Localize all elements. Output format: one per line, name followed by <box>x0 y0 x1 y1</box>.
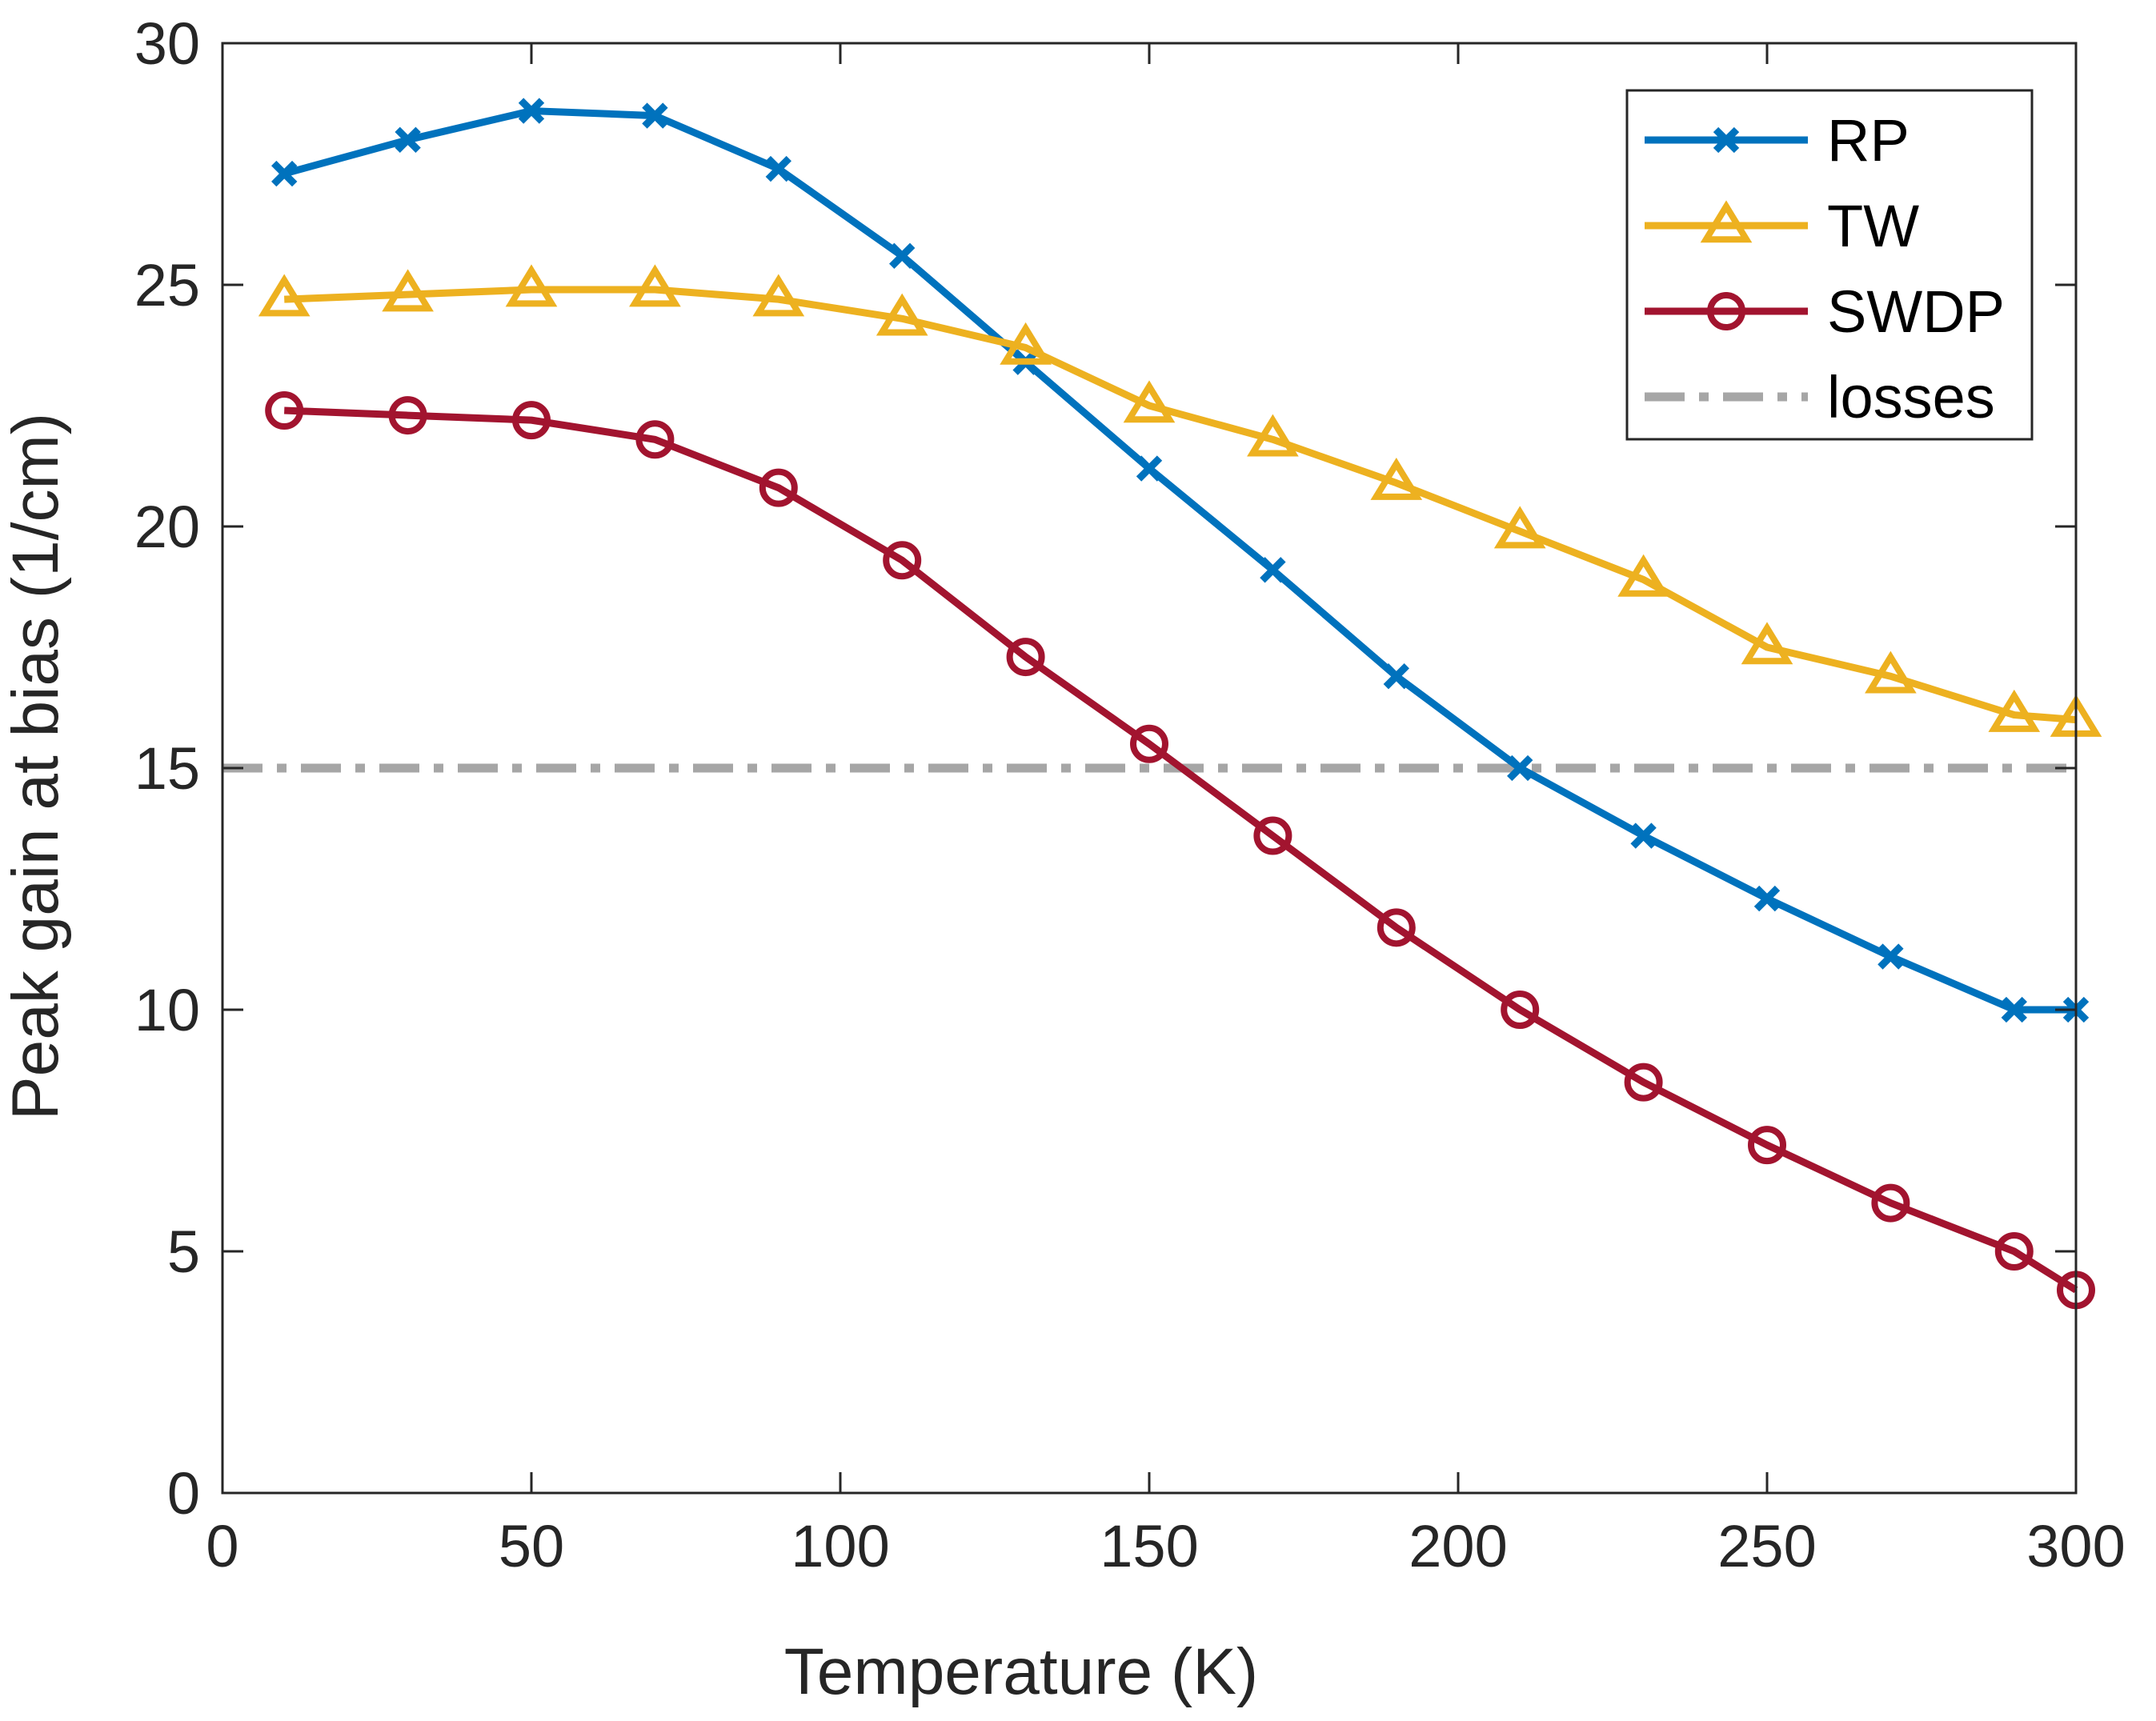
x-tick-label-150: 150 <box>1100 1513 1198 1579</box>
series-rp-point-12-stroke-b <box>1753 885 1781 912</box>
series-swdp-point-6 <box>1006 638 1045 677</box>
series-tw-point-4 <box>752 274 805 317</box>
y-tick-label-5: 5 <box>167 1219 200 1285</box>
series-rp-point-12 <box>1753 885 1781 912</box>
series-rp-point-10-stroke-b <box>1507 754 1533 782</box>
series-rp-point-5 <box>889 242 916 269</box>
series-swdp-point-9 <box>1377 908 1416 947</box>
series-swdp-point-14 <box>1994 1232 2034 1271</box>
series-rp-point-3-stroke-b <box>642 102 668 129</box>
series-tw-point-0 <box>258 274 311 317</box>
series-tw-line <box>284 286 2077 724</box>
series-tw-point-12 <box>1741 622 1793 665</box>
series-rp-point-7-stroke-b <box>1136 455 1163 482</box>
x-axis-title: Temperature (K) <box>784 1635 1258 1708</box>
series-rp-point-2 <box>518 98 545 124</box>
legend: RP TW SWDP losses <box>1625 89 2034 441</box>
series-rp-point-0-stroke-b <box>271 160 298 187</box>
series-rp-point-14-stroke-b <box>2001 996 2027 1023</box>
legend-swdp-marker <box>1707 292 1745 330</box>
series-swdp-point-10 <box>1501 991 1540 1029</box>
series-rp-line <box>283 107 2076 1014</box>
series-swdp-point-7 <box>1130 724 1168 763</box>
series-rp-point-8 <box>1260 557 1286 583</box>
series-swdp-point-2 <box>512 401 551 440</box>
axes: 0 50 100 150 200 250 300 0 5 10 15 20 25 30 <box>134 10 2126 1579</box>
x-tick-label-200: 200 <box>1409 1513 1507 1579</box>
legend-box <box>1625 89 2034 441</box>
x-tick-label-300: 300 <box>2026 1513 2125 1579</box>
series-rp-point-11 <box>1630 822 1657 849</box>
y-tick-label-20: 20 <box>134 494 200 560</box>
series-swdp-point-1 <box>388 396 427 435</box>
series-rp-point-1-stroke-b <box>395 126 421 153</box>
y-tick-label-25: 25 <box>134 252 200 318</box>
series-rp-point-10 <box>1507 754 1533 782</box>
series-swdp-point-12 <box>1748 1126 1786 1165</box>
series-tw-point-14 <box>1988 689 2041 732</box>
legend-rp-marker <box>1713 126 1740 154</box>
legend-rp-label: RP <box>1827 107 1910 174</box>
series-tw-point-9 <box>1370 457 1423 500</box>
y-tick-label-10: 10 <box>134 977 200 1043</box>
y-tick-label-15: 15 <box>134 735 200 802</box>
plot-area <box>222 98 2102 1310</box>
series-rp-point-4 <box>765 155 791 182</box>
series-rp-point-2-stroke-b <box>518 98 545 124</box>
series-swdp-point-4 <box>759 468 798 507</box>
series-rp-point-11-stroke-b <box>1630 822 1657 849</box>
series-tw-point-5 <box>876 293 928 336</box>
series-swdp-point-13 <box>1871 1183 1910 1223</box>
series-tw-point-1 <box>382 269 434 312</box>
series-tw-point-13 <box>1865 650 1917 694</box>
series-swdp-point-3 <box>635 420 675 459</box>
series-swdp-point-0 <box>265 391 304 430</box>
series-tw-point-2 <box>505 264 558 307</box>
x-tick-label-100: 100 <box>791 1513 889 1579</box>
series-swdp-point-11 <box>1624 1063 1663 1102</box>
series-rp-point-14 <box>2001 996 2027 1023</box>
y-tick-label-30: 30 <box>134 10 200 77</box>
series-rp-point-13-stroke-b <box>1877 943 1904 970</box>
series-swdp-point-5 <box>883 541 922 580</box>
series-swdp-point-8 <box>1253 816 1292 855</box>
series-tw-point-10 <box>1493 506 1546 549</box>
y-tick-label-0: 0 <box>167 1460 200 1527</box>
series-tw-point-8 <box>1247 414 1299 457</box>
legend-tw-marker <box>1700 200 1753 243</box>
series-tw-point-6 <box>1000 322 1052 365</box>
series-rp-point-13 <box>1877 943 1904 970</box>
series-rp-point-4-stroke-b <box>765 155 791 182</box>
series-rp-point-7 <box>1136 455 1163 482</box>
x-tick-label-50: 50 <box>499 1513 564 1579</box>
y-axis-title: Peak gain at bias (1/cm) <box>0 413 72 1120</box>
series-rp-point-5-stroke-b <box>889 242 916 269</box>
legend-swdp-label: SWDP <box>1827 278 2005 345</box>
series-rp-point-0 <box>271 160 298 187</box>
series-rp-point-1 <box>395 126 421 153</box>
series-tw-point-11 <box>1617 554 1669 597</box>
x-tick-label-0: 0 <box>206 1513 238 1579</box>
legend-losses-label: losses <box>1827 364 1995 430</box>
series-tw-point-7 <box>1123 380 1176 423</box>
x-tick-label-250: 250 <box>1717 1513 1816 1579</box>
series-tw-point-3 <box>629 264 681 307</box>
series-rp-point-3 <box>642 102 668 129</box>
series-rp-point-9 <box>1383 663 1409 690</box>
legend-rp-marker-stroke-b <box>1713 126 1740 154</box>
series-swdp-line <box>284 406 2078 1294</box>
series-rp-point-8-stroke-b <box>1260 557 1286 583</box>
series-rp-point-9-stroke-b <box>1383 663 1409 690</box>
legend-tw-label: TW <box>1827 193 1919 259</box>
